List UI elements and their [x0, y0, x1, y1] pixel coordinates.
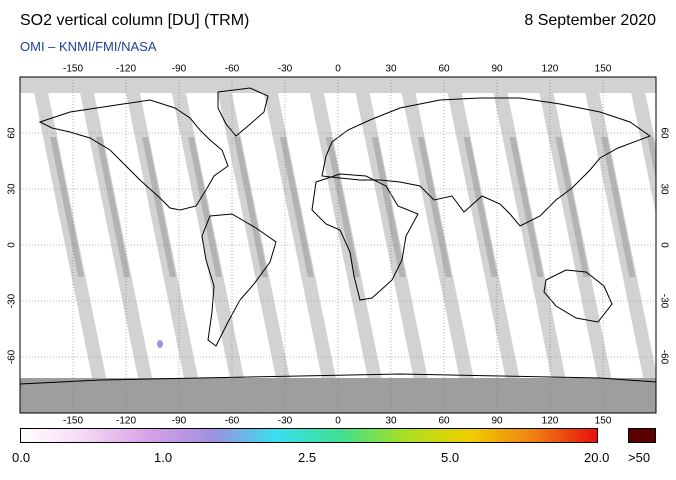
lon-label-top: 60: [438, 64, 450, 75]
swath-overlap-3: [187, 137, 222, 277]
lon-label-bottom: 0: [335, 416, 341, 427]
swath-overlap-8: [417, 137, 452, 277]
so2-colorbar: [20, 428, 598, 443]
graticule: [20, 77, 656, 413]
swath-overlap-4: [233, 137, 268, 277]
lon-label-top: 150: [595, 64, 612, 75]
lon-label-top: -60: [225, 64, 240, 75]
arctic-nodata-band: [20, 77, 656, 93]
swath-overlap-12: [601, 137, 636, 277]
swath-overlap-1: [96, 137, 131, 277]
lon-label-top: -150: [63, 64, 83, 75]
swath-overlap-6: [325, 137, 360, 277]
greenland-outline: [217, 87, 269, 137]
map-frame: [19, 76, 657, 414]
lon-label-bottom: 30: [385, 416, 397, 427]
swath-overlap-10: [509, 137, 544, 277]
lat-label-right: 30: [658, 183, 669, 195]
latitude-labels-right: 60 30 0 -30 -60: [658, 127, 669, 364]
lat-label-right: -60: [658, 350, 669, 365]
colorbar-label-1: 1.0: [154, 450, 173, 465]
lon-label-bottom: 150: [595, 416, 612, 427]
longitude-labels-bottom: -150 -120 -90 -60 -30 0 30 60 90 120 150: [63, 416, 612, 427]
lon-label-bottom: -30: [278, 416, 293, 427]
coastlines: [20, 87, 656, 385]
so2-detection-patch: [157, 340, 163, 348]
lat-label-left: -60: [7, 349, 18, 364]
lon-label-bottom: 90: [491, 416, 503, 427]
swath-overlap-0: [50, 137, 85, 277]
coverage-gap-13: [631, 93, 656, 215]
swath-overlap-2: [142, 137, 176, 277]
lon-label-bottom: -150: [63, 416, 83, 427]
lon-label-bottom: -90: [172, 416, 187, 427]
swath-overlap-13: [647, 137, 656, 181]
antarctica-outline: [20, 373, 656, 385]
colorbar-label-2: 2.5: [298, 450, 317, 465]
lon-label-bottom: 120: [542, 416, 559, 427]
longitude-labels-top: -150 -120 -90 -60 -30 0 30 60 90 120 150: [63, 64, 612, 75]
map-title: SO2 vertical column [DU] (TRM): [20, 12, 250, 29]
lon-label-bottom: -60: [225, 416, 240, 427]
eurasia-outline: [321, 97, 652, 227]
colorbar-label-0: 0.0: [12, 450, 31, 465]
lon-label-top: -120: [116, 64, 136, 75]
south-america-outline: [201, 213, 277, 347]
lon-label-top: -30: [278, 64, 293, 75]
colorbar-over-label: >50: [628, 450, 651, 465]
lat-label-left: 30: [7, 183, 18, 195]
lon-label-bottom: -120: [116, 416, 136, 427]
swath-overlap-5: [279, 137, 314, 277]
lon-label-top: 120: [542, 64, 559, 75]
colorbar-label-4: 20.0: [584, 450, 610, 465]
lon-label-bottom: 60: [438, 416, 450, 427]
orbit-swaths: [34, 93, 656, 378]
swath-overlap-11: [555, 137, 590, 277]
lat-label-right: 60: [658, 127, 669, 139]
africa-outline: [311, 173, 419, 301]
latitude-labels-left: 60 30 0 -30 -60: [7, 127, 18, 364]
lat-label-left: 60: [7, 127, 18, 139]
lat-label-left: -30: [7, 293, 18, 308]
lon-label-top: 0: [335, 64, 341, 75]
lon-label-top: 90: [491, 64, 503, 75]
swath-overlap-9: [463, 137, 498, 277]
lat-label-right: -30: [658, 294, 669, 309]
lat-label-right: 0: [658, 242, 669, 248]
lon-label-top: 30: [385, 64, 397, 75]
north-america-outline: [38, 99, 229, 211]
lon-label-top: -90: [172, 64, 187, 75]
data-credit: OMI – KNMI/FMI/NASA: [20, 39, 157, 54]
lat-label-left: 0: [7, 242, 18, 248]
map-date: 8 September 2020: [524, 12, 656, 29]
swath-overlap-7: [371, 137, 406, 277]
colorbar-label-3: 5.0: [441, 450, 460, 465]
over-range-swatch: [628, 428, 656, 443]
